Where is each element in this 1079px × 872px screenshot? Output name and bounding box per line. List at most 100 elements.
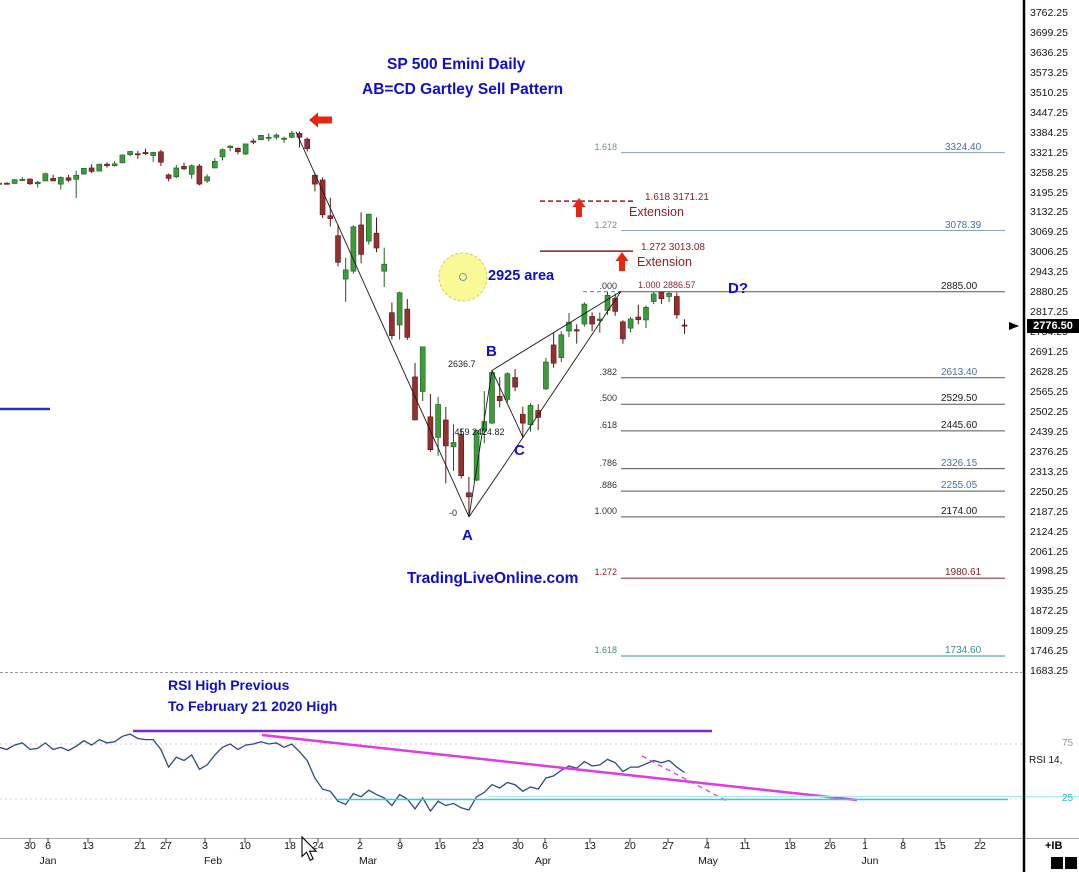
candle-body bbox=[188, 165, 195, 175]
candle-body bbox=[635, 316, 642, 320]
price-area-highlight bbox=[438, 252, 488, 302]
chart-subtitle: AB=CD Gartley Sell Pattern bbox=[362, 81, 564, 98]
rsi-overbought-label: 75 bbox=[1062, 738, 1074, 749]
candle-body bbox=[327, 215, 334, 219]
candle-body bbox=[358, 224, 364, 255]
last-price-marker bbox=[1009, 322, 1019, 330]
candle-body bbox=[504, 373, 511, 400]
price-axis[interactable] bbox=[1025, 0, 1079, 838]
candle-body bbox=[312, 174, 318, 185]
candle-body bbox=[104, 163, 110, 167]
candle-body bbox=[450, 442, 457, 448]
candle-body bbox=[389, 312, 395, 337]
candle-body bbox=[281, 137, 287, 140]
candle-body bbox=[250, 140, 257, 143]
candle-body bbox=[620, 321, 626, 340]
rsi-indicator-label: RSI 14, bbox=[1029, 755, 1063, 766]
rsi-trendline[interactable] bbox=[261, 733, 858, 802]
highlight-center-dot bbox=[459, 273, 467, 281]
candle-body bbox=[27, 178, 33, 185]
last-price-badge: 2776.50 bbox=[1027, 319, 1079, 333]
candle-body bbox=[73, 174, 79, 180]
candle-body bbox=[319, 179, 326, 216]
candle-body bbox=[658, 291, 665, 300]
mouse-cursor-icon bbox=[301, 835, 318, 862]
candle-body bbox=[111, 163, 118, 167]
candle-body bbox=[435, 404, 441, 438]
candle-body bbox=[57, 177, 64, 185]
candle-body bbox=[550, 344, 557, 364]
rsi-note-line1: RSI High Previous bbox=[168, 677, 290, 693]
candle-body bbox=[404, 308, 411, 338]
candle-body bbox=[173, 167, 180, 178]
pattern-line[interactable] bbox=[468, 370, 493, 517]
chart-title: SP 500 Emini Daily bbox=[387, 56, 526, 73]
candle-body bbox=[81, 167, 87, 175]
candle-body bbox=[573, 329, 580, 332]
corner-button-2[interactable] bbox=[1065, 857, 1077, 869]
candle-body bbox=[227, 145, 233, 148]
candle-body bbox=[512, 377, 518, 388]
pattern-line[interactable] bbox=[491, 370, 524, 438]
candle-body bbox=[165, 174, 172, 179]
pattern-line[interactable] bbox=[522, 290, 622, 438]
study-add-button[interactable]: +IB bbox=[1045, 840, 1063, 852]
pattern-line[interactable] bbox=[468, 437, 524, 518]
candle-body bbox=[288, 132, 295, 138]
candle-body bbox=[558, 334, 565, 358]
candle-body bbox=[650, 293, 657, 302]
candle-body bbox=[442, 419, 449, 447]
candle-body bbox=[4, 182, 10, 185]
candle-body bbox=[466, 492, 472, 498]
candle-body bbox=[496, 395, 503, 401]
red-arrow-up-icon bbox=[572, 198, 586, 217]
candle-body bbox=[65, 177, 72, 181]
candle-body bbox=[150, 152, 156, 156]
candle-body bbox=[412, 376, 418, 421]
candle-body bbox=[142, 152, 149, 154]
candle-body bbox=[373, 232, 380, 249]
candle-body bbox=[342, 269, 349, 280]
candle-body bbox=[666, 293, 672, 297]
candle-body bbox=[627, 318, 634, 329]
candle-body bbox=[643, 306, 649, 321]
candle-body bbox=[88, 167, 95, 172]
candle-body bbox=[681, 324, 688, 327]
candle-body bbox=[396, 292, 403, 326]
candle-body bbox=[604, 294, 611, 311]
candle-body bbox=[335, 235, 341, 263]
candle-body bbox=[365, 213, 372, 242]
rsi-note-line2: To February 21 2020 High bbox=[168, 698, 338, 714]
candle-body bbox=[204, 176, 210, 182]
candle-body bbox=[519, 413, 526, 424]
candle-body bbox=[0, 182, 3, 185]
price-area-note: 2925 area bbox=[488, 268, 555, 284]
candle-body bbox=[381, 263, 388, 272]
corner-button-1[interactable] bbox=[1051, 857, 1063, 869]
candle-body bbox=[212, 160, 218, 169]
candle-body bbox=[535, 410, 542, 418]
candle-body bbox=[673, 296, 680, 316]
candle-body bbox=[181, 166, 187, 170]
candle-body bbox=[158, 151, 164, 163]
time-axis[interactable] bbox=[0, 838, 1025, 872]
candle-body bbox=[265, 136, 272, 139]
candle-body bbox=[96, 163, 103, 172]
watermark-text: TradingLiveOnline.com bbox=[407, 570, 579, 587]
candle-body bbox=[273, 134, 280, 138]
candle-body bbox=[350, 226, 357, 272]
candle-body bbox=[127, 151, 133, 155]
candle-body bbox=[196, 165, 203, 185]
pattern-line[interactable] bbox=[295, 131, 470, 518]
candle-body bbox=[11, 179, 18, 184]
rsi-trendline-dashed[interactable] bbox=[641, 755, 728, 802]
candle-body bbox=[458, 434, 465, 476]
candle-body bbox=[566, 321, 572, 332]
candle-body bbox=[119, 154, 126, 164]
candle-body bbox=[543, 361, 549, 390]
candle-body bbox=[527, 405, 534, 426]
rsi-line bbox=[0, 733, 685, 813]
pattern-line[interactable] bbox=[491, 290, 622, 371]
